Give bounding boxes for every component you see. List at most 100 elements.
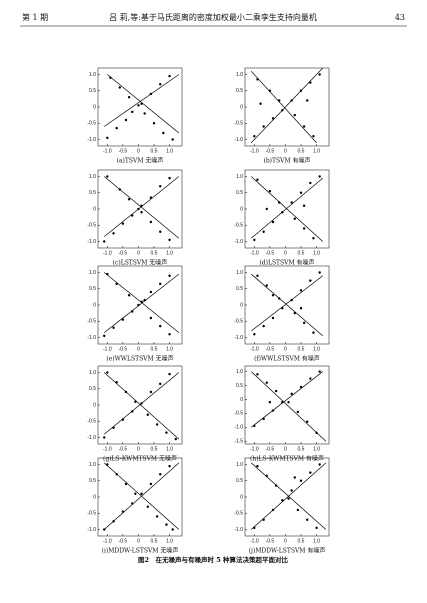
y-tick-label: -1.0 <box>87 527 96 533</box>
data-point <box>155 515 159 518</box>
hyperplane <box>103 462 180 530</box>
plot-frame <box>97 457 183 537</box>
y-tick-label: -0.5 <box>234 511 243 517</box>
data-point <box>106 136 109 140</box>
data-point <box>162 131 165 135</box>
data-point <box>159 382 162 386</box>
x-tick-label: 0 <box>284 446 287 452</box>
data-point <box>168 464 171 468</box>
x-tick-label: 0 <box>284 538 287 544</box>
data-point <box>106 371 109 374</box>
data-point <box>302 227 306 230</box>
x-tick-label: 1.0 <box>166 446 173 452</box>
data-point <box>165 523 168 526</box>
data-point <box>149 290 153 294</box>
data-point <box>302 321 306 325</box>
subplot-caption: (j)MDDW-LSTSVM 有噪声 <box>249 547 326 555</box>
data-point <box>302 204 306 207</box>
x-tick-label: 0 <box>284 250 287 256</box>
x-tick-label: -0.5 <box>119 346 128 352</box>
x-tick-label: -1.0 <box>250 538 259 544</box>
hyperplane <box>250 273 324 337</box>
data-point <box>296 508 300 512</box>
hyperplane <box>250 67 324 143</box>
data-point <box>312 237 315 240</box>
y-tick-label: 1.0 <box>89 72 96 78</box>
data-point <box>149 220 153 224</box>
y-tick-label: -1.0 <box>234 137 243 143</box>
data-point <box>165 431 168 434</box>
x-tick-label: 1.0 <box>313 346 320 352</box>
data-point <box>302 125 306 128</box>
data-point <box>127 198 131 201</box>
data-point <box>118 86 121 89</box>
x-tick-label: 0 <box>137 346 140 352</box>
y-tick-label: -0.5 <box>87 223 96 229</box>
data-point <box>174 437 177 441</box>
x-tick-label: -1.0 <box>250 250 259 256</box>
data-point <box>253 238 256 242</box>
data-point <box>253 333 256 336</box>
data-point <box>265 207 268 211</box>
y-tick-label: -0.5 <box>87 511 96 517</box>
data-point <box>318 271 321 274</box>
data-point <box>131 110 134 114</box>
data-point <box>112 232 115 235</box>
x-tick-label: 1.0 <box>166 148 173 154</box>
data-point <box>296 410 300 414</box>
hyperplane <box>104 273 180 333</box>
y-tick-label: 0 <box>240 302 243 308</box>
data-point <box>159 324 162 328</box>
y-tick-label: 0.5 <box>89 88 96 94</box>
x-tick-label: -1.0 <box>103 346 112 352</box>
y-tick-label: 1.0 <box>236 72 243 78</box>
y-tick-label: 0.5 <box>236 88 243 94</box>
plot-frame <box>244 365 330 445</box>
data-point <box>265 381 268 384</box>
data-point <box>159 473 162 476</box>
y-tick-label: 0 <box>93 494 96 500</box>
x-tick-label: 0.5 <box>298 538 305 544</box>
plot-frame <box>97 67 183 147</box>
x-tick-label: -1.0 <box>103 148 112 154</box>
y-tick-label: 0.5 <box>89 190 96 196</box>
y-tick-label: 0.5 <box>236 383 243 389</box>
data-point <box>159 185 162 188</box>
hyperplane <box>104 176 180 237</box>
data-point <box>155 423 159 426</box>
y-tick-label: 0.5 <box>236 286 243 292</box>
x-tick-label: 0.5 <box>151 446 158 452</box>
data-point <box>103 436 106 439</box>
x-tick-label: 1.0 <box>166 250 173 256</box>
data-point <box>299 191 303 194</box>
issue: 第 1 期 <box>22 12 48 22</box>
x-tick-label: -0.5 <box>119 250 128 256</box>
subplot: -1.0 -0.5 0 0.5 1.0-1.0-0.500.51.0(b)TSVM 有噪… <box>234 67 330 165</box>
data-point <box>149 316 153 320</box>
x-tick-label: 1.0 <box>166 538 173 544</box>
y-tick-label: -0.5 <box>87 419 96 425</box>
data-point <box>309 181 312 185</box>
data-point <box>140 211 143 214</box>
data-point <box>290 201 293 204</box>
hyperplane <box>250 71 317 143</box>
y-tick-label: 1.0 <box>236 174 243 180</box>
x-tick-label: -1.0 <box>250 346 259 352</box>
data-point <box>127 294 131 297</box>
hyperplane <box>250 462 327 530</box>
x-tick-label: -0.5 <box>266 148 275 154</box>
data-point <box>115 126 118 130</box>
subplot-caption: (b)TSVM 有噪声 <box>263 157 310 165</box>
data-point <box>293 217 296 220</box>
y-tick-label: 0.5 <box>89 286 96 292</box>
x-tick-label: 0 <box>137 538 140 544</box>
data-point <box>168 333 171 336</box>
x-tick-label: 1.0 <box>313 446 320 452</box>
x-tick-label: 0.5 <box>151 148 158 154</box>
hyperplane <box>104 272 180 333</box>
y-tick-label: 0 <box>240 494 243 500</box>
data-point <box>306 420 309 423</box>
y-tick-label: -0.5 <box>87 121 96 127</box>
data-point <box>112 326 115 329</box>
y-tick-label: -0.5 <box>234 319 243 325</box>
